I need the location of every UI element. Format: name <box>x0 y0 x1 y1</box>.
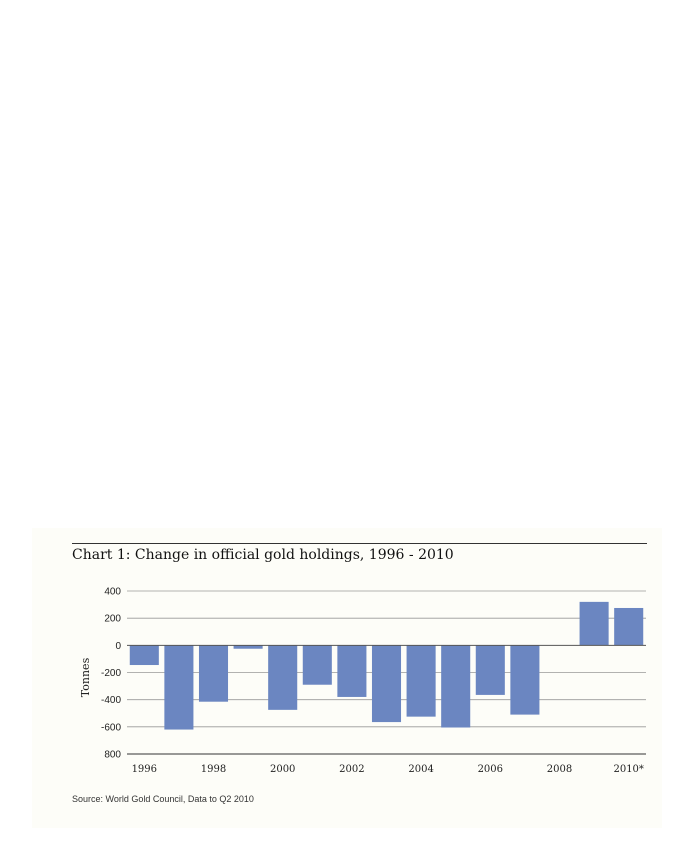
x-tick-label: 2008 <box>547 764 572 775</box>
x-tick-label: 2002 <box>339 764 364 775</box>
bar <box>614 607 644 646</box>
x-tick-label: 1998 <box>201 764 226 775</box>
bar <box>441 645 471 728</box>
bar <box>406 645 436 717</box>
y-tick-label: -200 <box>101 668 121 679</box>
bar <box>268 645 298 710</box>
y-tick-label: 0 <box>115 641 121 652</box>
x-tick-label: 2004 <box>408 764 433 775</box>
y-tick-label: -400 <box>101 695 121 706</box>
bar <box>233 645 263 649</box>
bar <box>337 645 367 697</box>
x-tick-label: 2010* <box>613 764 643 775</box>
y-axis-title: Tonnes <box>79 657 92 697</box>
bar <box>164 645 194 730</box>
bar <box>129 645 159 666</box>
chart-title: Chart 1: Change in official gold holding… <box>72 547 454 563</box>
bar <box>302 645 332 685</box>
y-tick-label: 400 <box>104 587 121 598</box>
bar <box>198 645 229 702</box>
y-tick-label: -600 <box>101 722 121 733</box>
chart-source-note: Source: World Gold Council, Data to Q2 2… <box>72 794 254 804</box>
x-tick-label: 1996 <box>132 764 157 775</box>
bar <box>510 645 540 715</box>
title-rule <box>72 543 647 544</box>
y-tick-label: 200 <box>104 614 121 625</box>
bar <box>371 645 402 723</box>
bar <box>475 645 505 695</box>
x-tick-label: 2000 <box>270 764 295 775</box>
bar <box>579 601 609 646</box>
y-tick-label: 800 <box>104 750 121 761</box>
x-tick-label: 2006 <box>478 764 503 775</box>
